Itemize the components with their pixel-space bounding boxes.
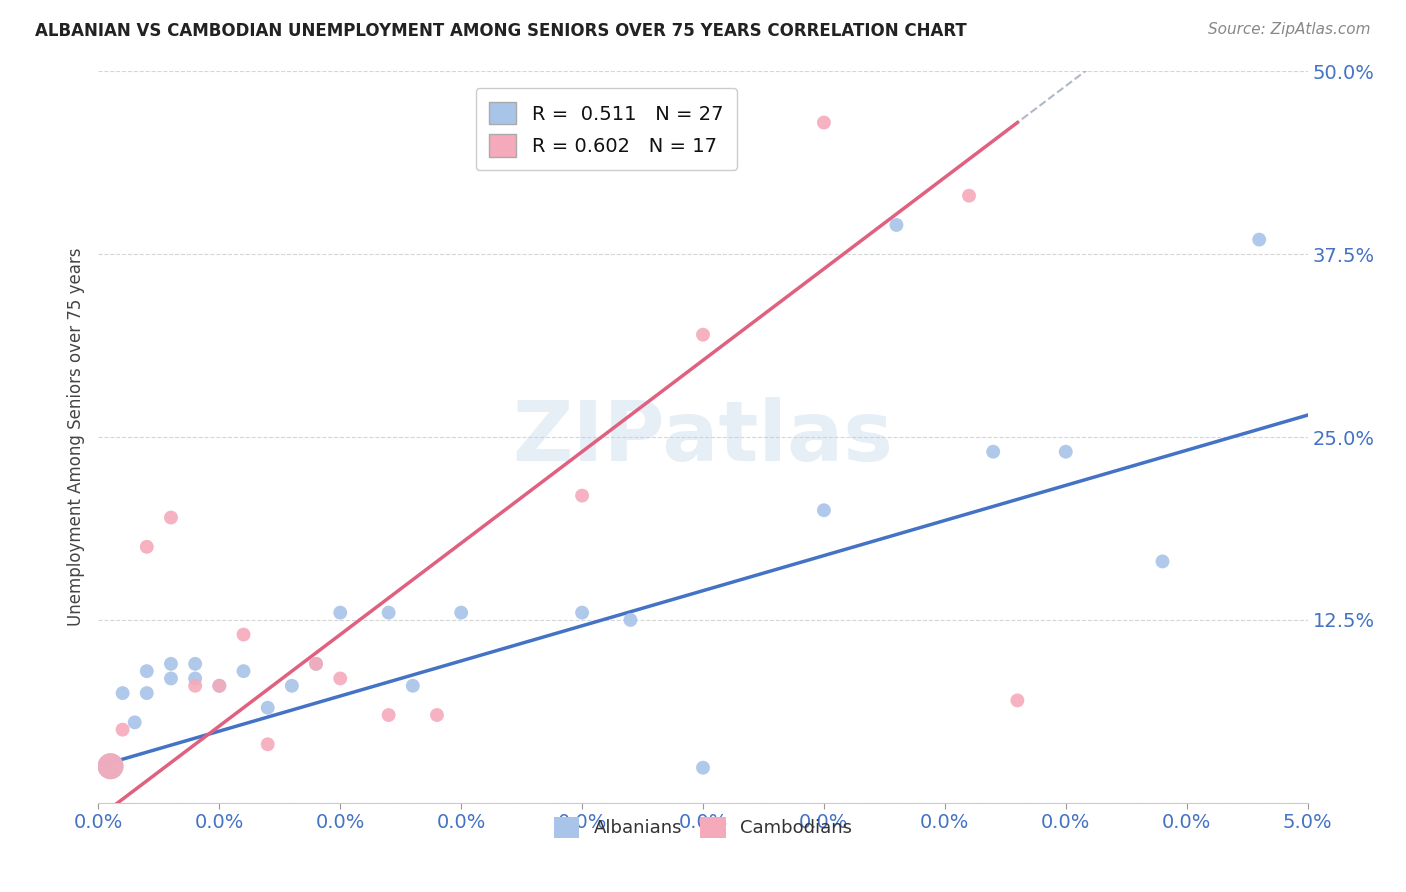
Point	[135, 686, 157, 700]
Point	[124, 715, 146, 730]
Point	[1007, 693, 1029, 707]
Point	[1054, 444, 1077, 458]
Point	[135, 664, 157, 678]
Text: Source: ZipAtlas.com: Source: ZipAtlas.com	[1208, 22, 1371, 37]
Point	[1152, 554, 1174, 568]
Text: ZIPatlas: ZIPatlas	[513, 397, 893, 477]
Point	[184, 672, 207, 686]
Point	[281, 679, 304, 693]
Point	[329, 672, 352, 686]
Point	[160, 510, 183, 524]
Point	[100, 759, 122, 773]
Point	[329, 606, 352, 620]
Point	[571, 489, 593, 503]
Point	[160, 657, 183, 671]
Point	[1249, 233, 1271, 247]
Point	[377, 606, 399, 620]
Point	[813, 503, 835, 517]
Point	[692, 761, 714, 775]
Point	[692, 327, 714, 342]
Point	[208, 679, 231, 693]
Point	[450, 606, 472, 620]
Point	[232, 627, 254, 641]
Point	[957, 188, 980, 202]
Point	[256, 737, 278, 751]
Point	[135, 540, 157, 554]
Point	[208, 679, 231, 693]
Point	[402, 679, 425, 693]
Point	[111, 723, 134, 737]
Point	[813, 115, 835, 129]
Y-axis label: Unemployment Among Seniors over 75 years: Unemployment Among Seniors over 75 years	[66, 248, 84, 626]
Point	[305, 657, 328, 671]
Legend: Albanians, Cambodians: Albanians, Cambodians	[543, 806, 863, 848]
Point	[100, 759, 122, 773]
Point	[981, 444, 1004, 458]
Point	[232, 664, 254, 678]
Point	[184, 679, 207, 693]
Point	[571, 606, 593, 620]
Point	[305, 657, 328, 671]
Point	[160, 672, 183, 686]
Point	[184, 657, 207, 671]
Text: ALBANIAN VS CAMBODIAN UNEMPLOYMENT AMONG SENIORS OVER 75 YEARS CORRELATION CHART: ALBANIAN VS CAMBODIAN UNEMPLOYMENT AMONG…	[35, 22, 967, 40]
Point	[256, 700, 278, 714]
Point	[886, 218, 908, 232]
Point	[377, 708, 399, 723]
Point	[111, 686, 134, 700]
Point	[619, 613, 641, 627]
Point	[426, 708, 449, 723]
